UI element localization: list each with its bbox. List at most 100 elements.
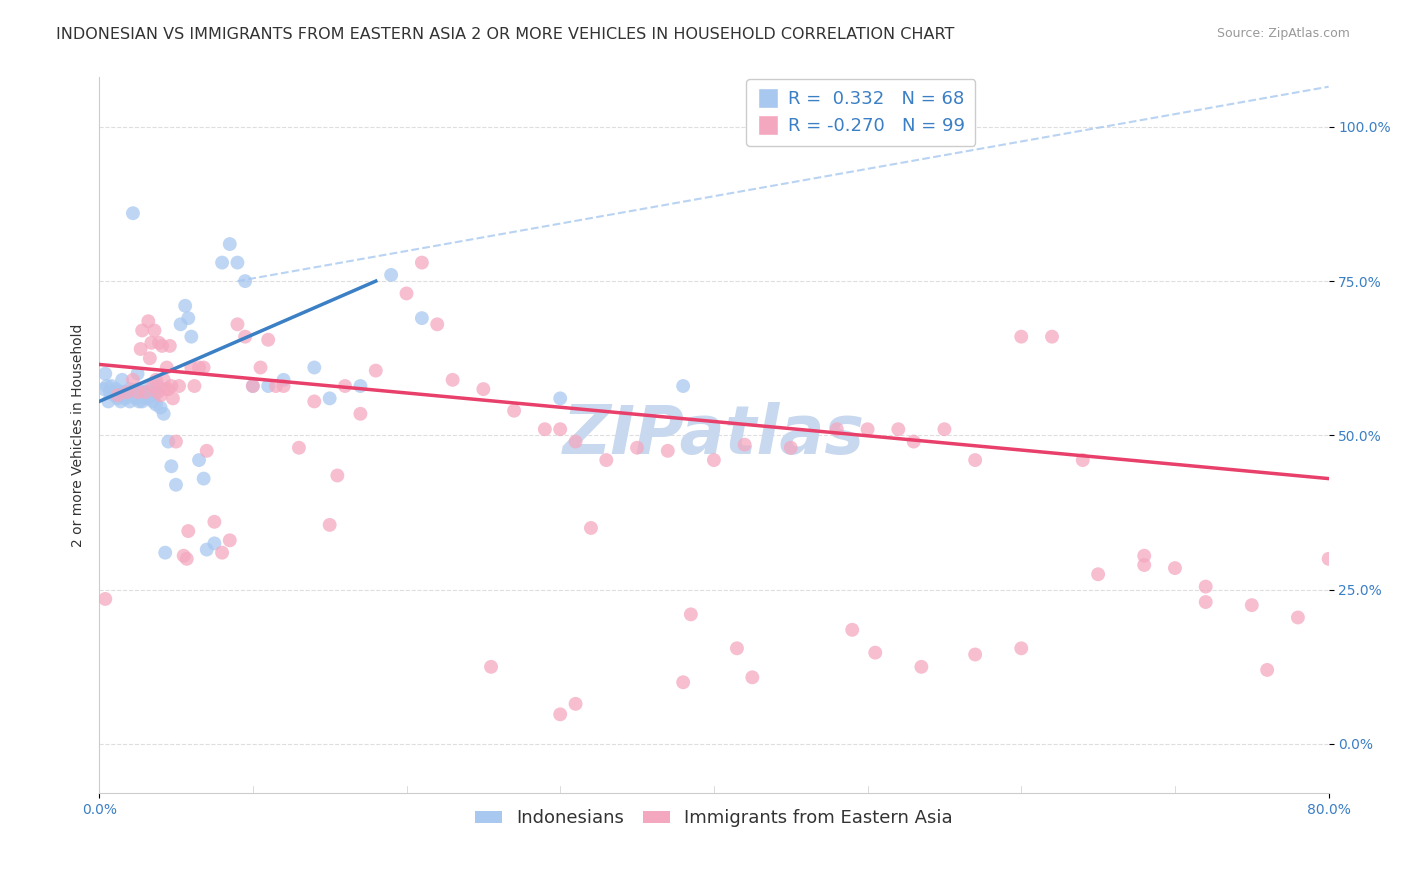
Point [779,441,801,455]
Point [564,697,586,711]
Point [1133,549,1156,563]
Point [825,422,848,436]
Point [318,392,340,406]
Point [101,385,124,400]
Point [672,379,695,393]
Point [193,472,215,486]
Point [124,388,146,402]
Point [176,551,198,566]
Point [1195,595,1218,609]
Point [318,517,340,532]
Point [211,255,233,269]
Point [160,459,183,474]
Point [98,385,121,400]
Point [218,533,240,548]
Point [122,385,145,400]
Point [129,342,152,356]
Point [965,648,987,662]
Point [141,385,163,400]
Point [165,434,187,449]
Point [1040,329,1063,343]
Point [257,333,280,347]
Point [326,468,349,483]
Point [141,335,163,350]
Point [143,388,166,402]
Point [242,379,264,393]
Point [103,388,125,402]
Point [127,382,149,396]
Point [249,360,271,375]
Point [734,437,756,451]
Point [725,641,748,656]
Point [94,367,117,381]
Point [479,660,502,674]
Point [149,388,172,402]
Point [118,394,141,409]
Point [111,385,134,400]
Point [349,379,371,393]
Point [1071,453,1094,467]
Point [180,329,202,343]
Point [349,407,371,421]
Point [117,388,139,402]
Point [1133,558,1156,572]
Point [177,524,200,538]
Point [118,382,141,396]
Point [1087,567,1109,582]
Point [380,268,402,282]
Point [411,255,433,269]
Point [134,385,156,400]
Point [273,379,295,393]
Point [273,373,295,387]
Point [548,707,571,722]
Point [741,670,763,684]
Point [657,443,679,458]
Point [257,379,280,393]
Point [159,339,181,353]
Point [703,453,725,467]
Point [157,382,180,396]
Point [93,382,115,396]
Point [202,536,225,550]
Legend: Indonesians, Immigrants from Eastern Asia: Indonesians, Immigrants from Eastern Asi… [468,802,960,834]
Point [503,403,526,417]
Point [115,385,138,400]
Point [146,385,169,400]
Point [125,392,148,406]
Point [887,422,910,436]
Point [148,335,170,350]
Point [108,385,131,400]
Point [157,434,180,449]
Point [111,373,134,387]
Point [841,623,863,637]
Point [146,379,169,393]
Point [155,546,177,560]
Point [304,394,326,409]
Point [96,379,118,393]
Point [134,385,156,400]
Point [548,422,571,436]
Point [174,299,197,313]
Point [364,363,387,377]
Point [564,434,586,449]
Point [534,422,557,436]
Point [626,441,648,455]
Point [160,379,183,393]
Point [195,542,218,557]
Point [679,607,702,622]
Point [131,394,153,409]
Point [165,477,187,491]
Point [395,286,418,301]
Point [105,382,128,396]
Point [110,394,132,409]
Point [333,379,356,393]
Point [242,379,264,393]
Point [155,382,177,396]
Point [162,392,184,406]
Point [150,339,173,353]
Point [595,453,617,467]
Point [107,392,129,406]
Point [910,660,932,674]
Point [145,373,167,387]
Point [120,385,142,400]
